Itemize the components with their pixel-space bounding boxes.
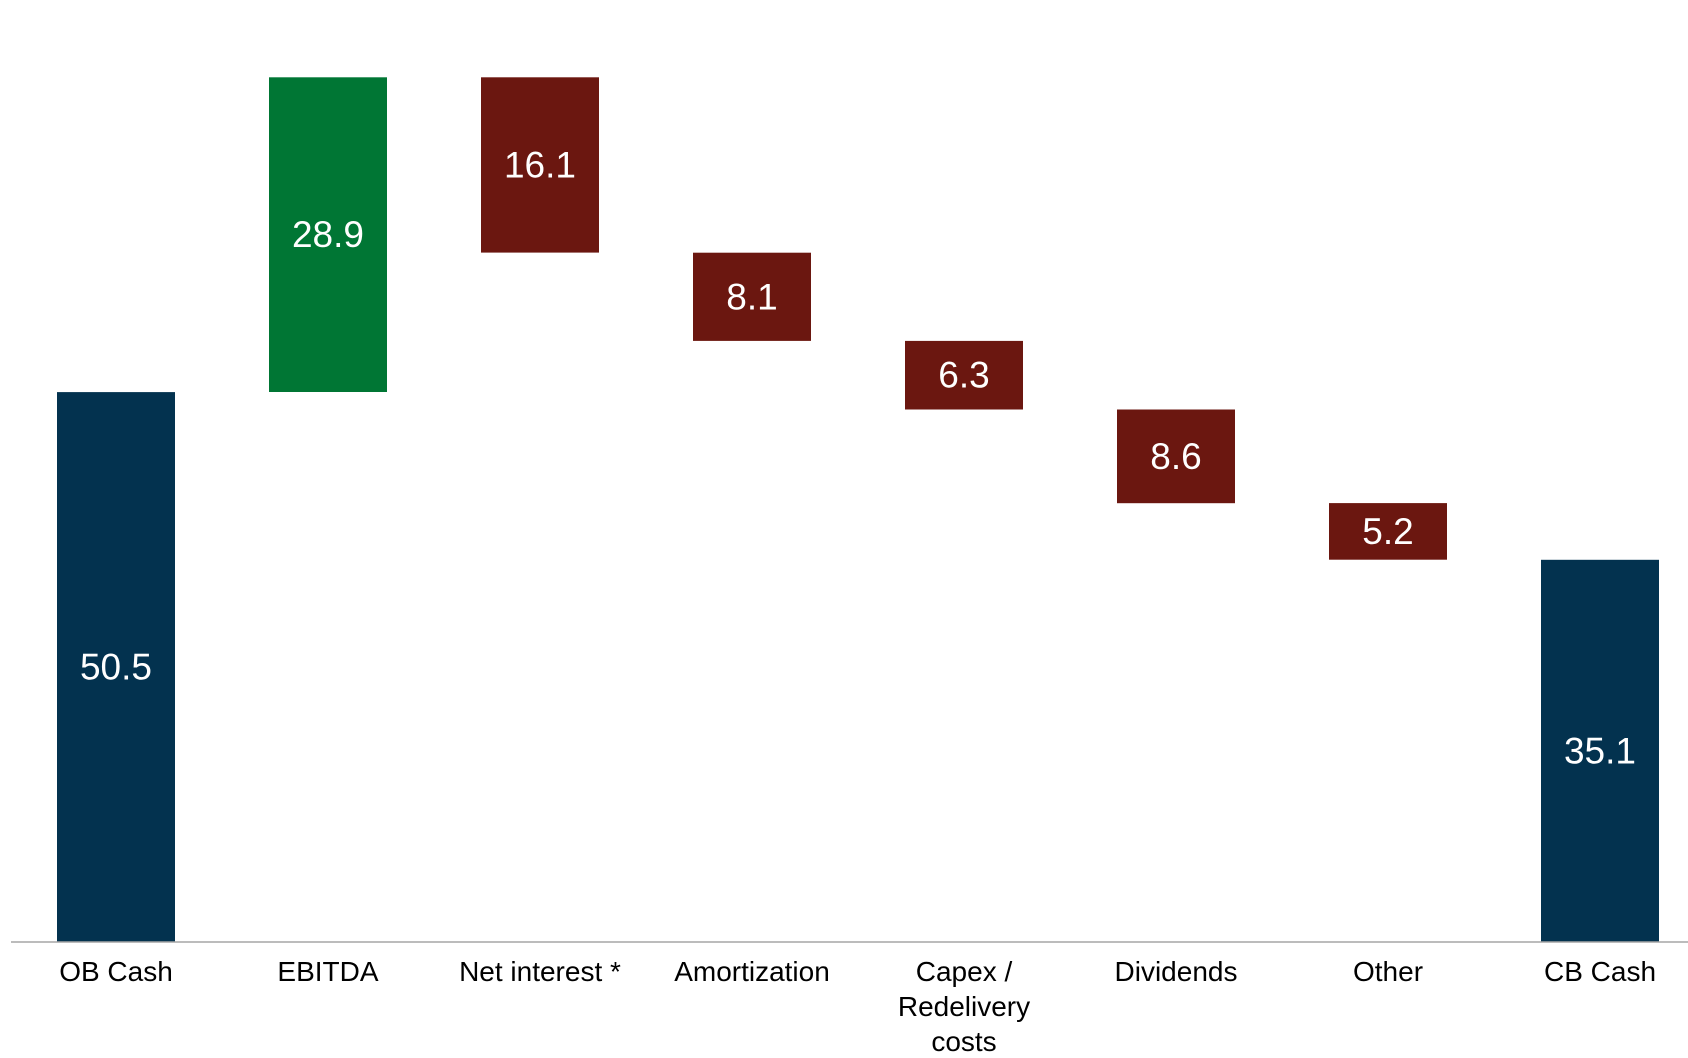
category-label: OB Cash: [59, 956, 173, 987]
category-label-line: costs: [931, 1026, 996, 1053]
category-label-line: Amortization: [674, 956, 830, 987]
category-labels-layer: OB Cash EBITDA Net interest * Amortization C…: [59, 956, 1656, 1057]
bar-value-label: 50.5: [80, 647, 152, 688]
bar-value-label: 28.9: [292, 214, 364, 255]
bar-decrease: [1117, 409, 1235, 504]
value-labels-layer: 50.5 28.9 16.1 8.1 6.3 8.6 5.2 35.1: [80, 145, 1636, 772]
bar-increase: [269, 77, 387, 393]
category-label: Dividends: [1115, 956, 1238, 987]
bar-decrease: [1329, 503, 1447, 560]
bar-value-label: 8.1: [726, 276, 777, 317]
bars-layer: [57, 77, 1659, 943]
category-label-line: Redelivery: [898, 991, 1030, 1022]
bar-decrease: [693, 252, 811, 341]
bar-value-label: 16.1: [504, 145, 576, 186]
category-label: EBITDA: [277, 956, 378, 987]
bar-value-label: 35.1: [1564, 730, 1636, 771]
category-label-line: CB Cash: [1544, 956, 1656, 987]
category-label: Net interest *: [459, 956, 621, 987]
bar-value-label: 8.6: [1150, 436, 1201, 477]
bar-decrease: [905, 340, 1023, 410]
category-label-line: Net interest *: [459, 956, 621, 987]
category-label: Capex / Redelivery costs: [898, 956, 1030, 1053]
category-label-line: Dividends: [1115, 956, 1238, 987]
category-label: Other: [1353, 956, 1423, 987]
category-label-line: OB Cash: [59, 956, 173, 987]
category-label-line: Capex /: [916, 956, 1013, 987]
category-label-line: EBITDA: [277, 956, 378, 987]
bar-value-label: 5.2: [1362, 511, 1413, 552]
category-label: CB Cash: [1544, 956, 1656, 987]
category-label: Amortization: [674, 956, 830, 987]
category-label-line: Other: [1353, 956, 1423, 987]
bar-value-label: 6.3: [938, 355, 989, 396]
bar-total: [57, 392, 175, 943]
bar-total: [1541, 559, 1659, 942]
bar-decrease: [481, 77, 599, 253]
